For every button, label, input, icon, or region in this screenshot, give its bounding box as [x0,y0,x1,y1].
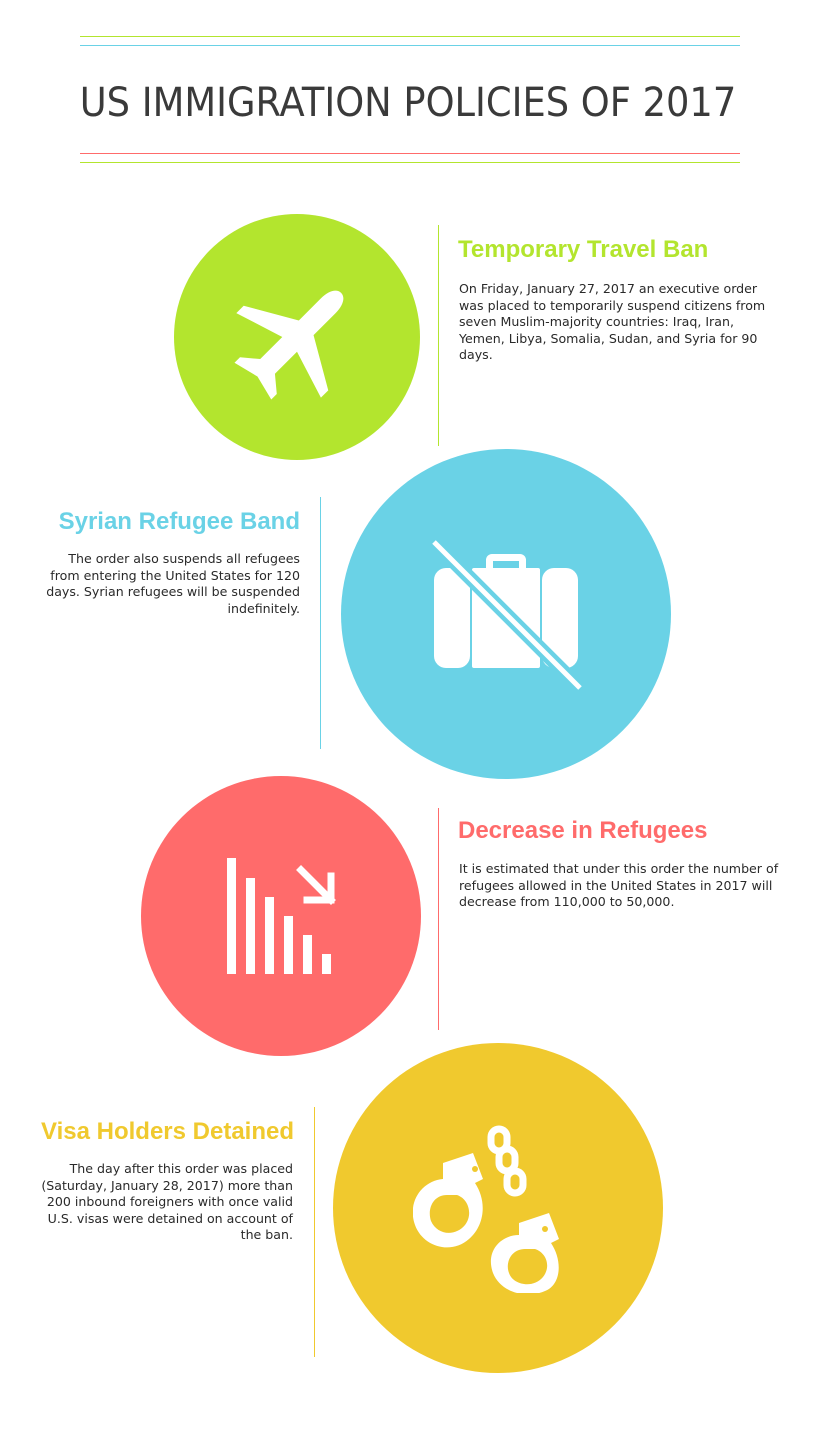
header-rule-bottom-green [80,162,740,163]
declining-chart-icon [227,858,336,974]
refugee-band-circle [341,449,671,779]
refugee-decrease-heading: Decrease in Refugees [458,817,708,844]
header-rule-top-green [80,36,740,37]
refugee-band-heading: Syrian Refugee Band [58,508,300,535]
travel-ban-heading: Temporary Travel Ban [458,236,709,263]
handcuffs-icon [413,1125,559,1293]
visa-detained-divider [314,1107,315,1357]
crossed-suitcase-icon [429,537,585,693]
refugee-decrease-circle [141,776,421,1056]
refugee-band-divider [320,497,321,749]
refugee-decrease-body: It is estimated that under this order th… [459,861,779,909]
refugee-decrease-divider [438,808,439,1030]
refugee-band-body: The order also suspends all refugees fro… [46,551,300,616]
page-title: US IMMIGRATION POLICIES OF 2017 [79,80,737,126]
travel-ban-divider [438,225,439,446]
visa-detained-heading: Visa Holders Detained [41,1118,294,1145]
visa-detained-circle [333,1043,663,1373]
header-rule-top-blue [80,45,740,46]
travel-ban-body: On Friday, January 27, 2017 an executive… [459,281,766,362]
header-rule-bottom-red [80,153,740,154]
airplane-icon [234,290,344,400]
travel-ban-circle [174,214,420,460]
visa-detained-body: The day after this order was placed (Sat… [41,1161,293,1242]
